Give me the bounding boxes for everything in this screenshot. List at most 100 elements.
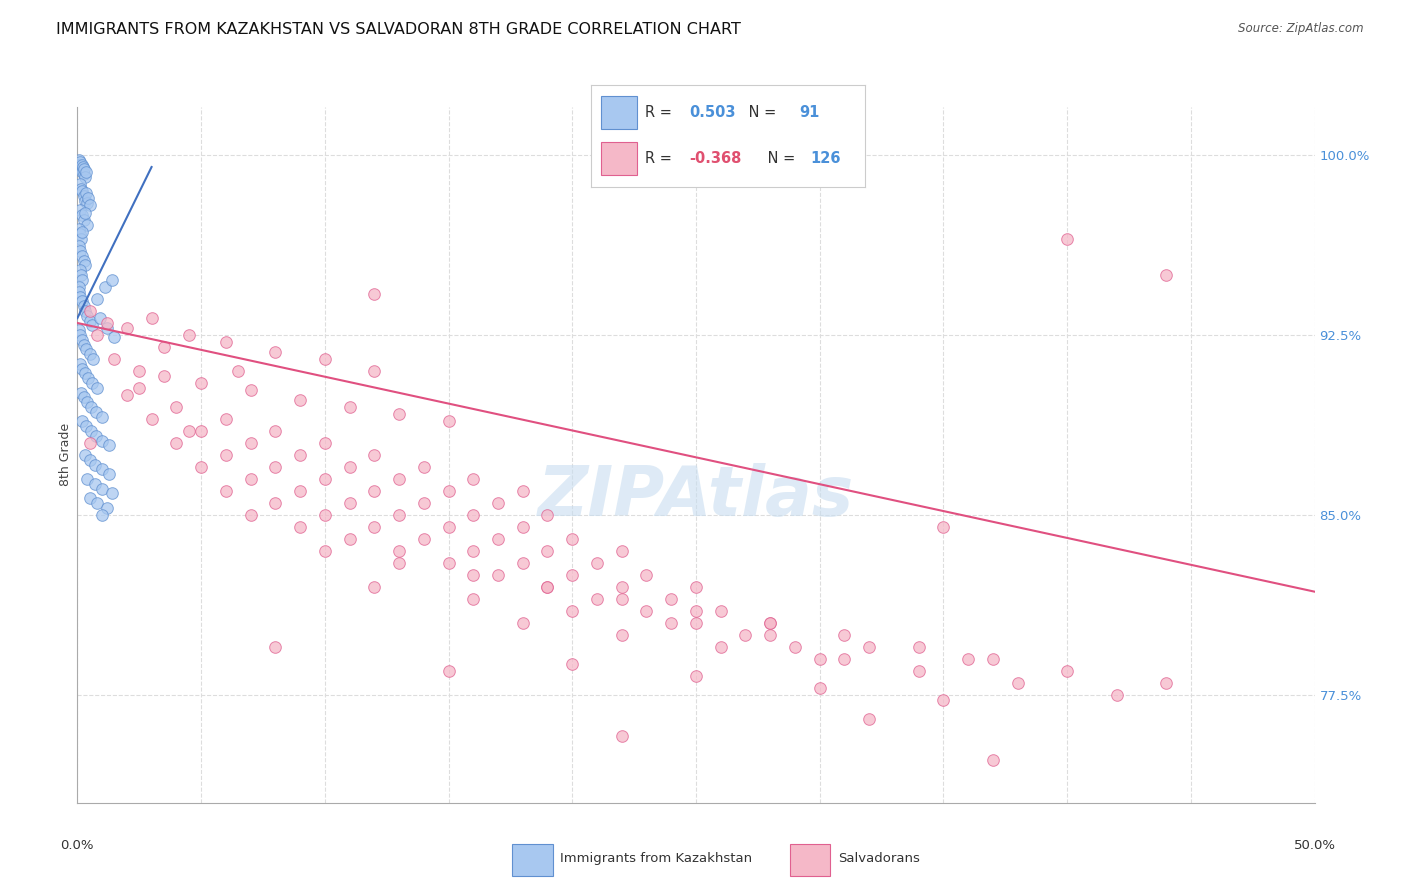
Point bbox=[70, 162, 93, 177]
FancyBboxPatch shape bbox=[602, 142, 637, 175]
Point bbox=[73, 259, 96, 273]
Point bbox=[80, 400, 103, 414]
Point bbox=[72, 165, 94, 179]
Point bbox=[79, 304, 101, 318]
Point bbox=[388, 556, 411, 570]
Text: 0.0%: 0.0% bbox=[60, 838, 94, 852]
Point bbox=[463, 567, 485, 582]
Point bbox=[115, 320, 138, 334]
Point bbox=[907, 664, 929, 678]
Point bbox=[70, 158, 93, 172]
Point bbox=[388, 472, 411, 486]
Point bbox=[685, 604, 707, 618]
Point bbox=[96, 500, 118, 515]
Point bbox=[339, 532, 361, 546]
Point bbox=[1154, 676, 1177, 690]
Point bbox=[79, 313, 101, 327]
Point bbox=[83, 458, 105, 472]
Point bbox=[561, 657, 583, 671]
Point bbox=[69, 155, 91, 169]
Point bbox=[536, 508, 558, 522]
Point bbox=[86, 381, 108, 395]
Point bbox=[67, 285, 90, 299]
Point bbox=[67, 158, 90, 172]
Text: R =: R = bbox=[645, 151, 676, 166]
Point bbox=[82, 376, 104, 390]
Point bbox=[388, 544, 411, 558]
Point bbox=[264, 459, 287, 474]
Point bbox=[363, 364, 385, 378]
Point bbox=[76, 472, 98, 486]
Point bbox=[70, 249, 93, 263]
Point bbox=[141, 412, 163, 426]
Point bbox=[486, 567, 509, 582]
Text: 126: 126 bbox=[810, 151, 841, 166]
Point bbox=[75, 186, 97, 201]
Point bbox=[86, 496, 108, 510]
Point bbox=[834, 652, 856, 666]
Point bbox=[314, 508, 336, 522]
Text: 50.0%: 50.0% bbox=[1294, 838, 1336, 852]
Point bbox=[314, 436, 336, 450]
Point bbox=[83, 476, 105, 491]
Point bbox=[388, 508, 411, 522]
Point bbox=[76, 196, 98, 211]
Point bbox=[72, 225, 94, 239]
Point bbox=[932, 520, 955, 534]
Point bbox=[1105, 688, 1128, 702]
Point bbox=[981, 753, 1004, 767]
Point bbox=[79, 198, 101, 212]
Point bbox=[84, 428, 107, 442]
Point bbox=[70, 208, 93, 222]
Point bbox=[437, 483, 460, 498]
Text: Source: ZipAtlas.com: Source: ZipAtlas.com bbox=[1239, 22, 1364, 36]
Point bbox=[91, 462, 114, 476]
Point bbox=[486, 496, 509, 510]
Point bbox=[73, 162, 96, 177]
Point bbox=[981, 652, 1004, 666]
Point bbox=[73, 304, 96, 318]
Point bbox=[86, 292, 108, 306]
Point bbox=[67, 222, 90, 236]
Point bbox=[339, 459, 361, 474]
Point bbox=[70, 294, 93, 309]
Point bbox=[734, 628, 756, 642]
Point bbox=[685, 580, 707, 594]
Point bbox=[98, 438, 121, 452]
Point bbox=[437, 556, 460, 570]
Point bbox=[69, 227, 91, 242]
Point bbox=[67, 153, 90, 167]
Y-axis label: 8th Grade: 8th Grade bbox=[59, 424, 72, 486]
Point bbox=[264, 496, 287, 510]
Point bbox=[93, 280, 115, 294]
Point bbox=[79, 452, 101, 467]
Point bbox=[73, 367, 96, 381]
Point bbox=[239, 383, 262, 397]
Point bbox=[759, 615, 782, 630]
Point bbox=[536, 580, 558, 594]
Point bbox=[610, 729, 633, 743]
Point bbox=[1154, 268, 1177, 282]
Point bbox=[153, 340, 176, 354]
Point bbox=[759, 615, 782, 630]
Point bbox=[103, 330, 125, 344]
Point bbox=[412, 459, 434, 474]
Point bbox=[103, 351, 125, 366]
Point bbox=[512, 615, 534, 630]
Point bbox=[72, 167, 94, 181]
Point bbox=[463, 472, 485, 486]
Point bbox=[73, 205, 96, 219]
Point bbox=[512, 520, 534, 534]
Text: ZIPAtlas: ZIPAtlas bbox=[538, 463, 853, 530]
Point bbox=[636, 567, 658, 582]
Point bbox=[82, 318, 104, 333]
FancyBboxPatch shape bbox=[602, 96, 637, 128]
Point bbox=[73, 194, 96, 208]
Point bbox=[190, 424, 212, 438]
Point bbox=[215, 412, 238, 426]
Point bbox=[215, 448, 238, 462]
Point bbox=[412, 496, 434, 510]
Text: N =: N = bbox=[744, 105, 780, 120]
Point bbox=[759, 628, 782, 642]
Point bbox=[685, 615, 707, 630]
